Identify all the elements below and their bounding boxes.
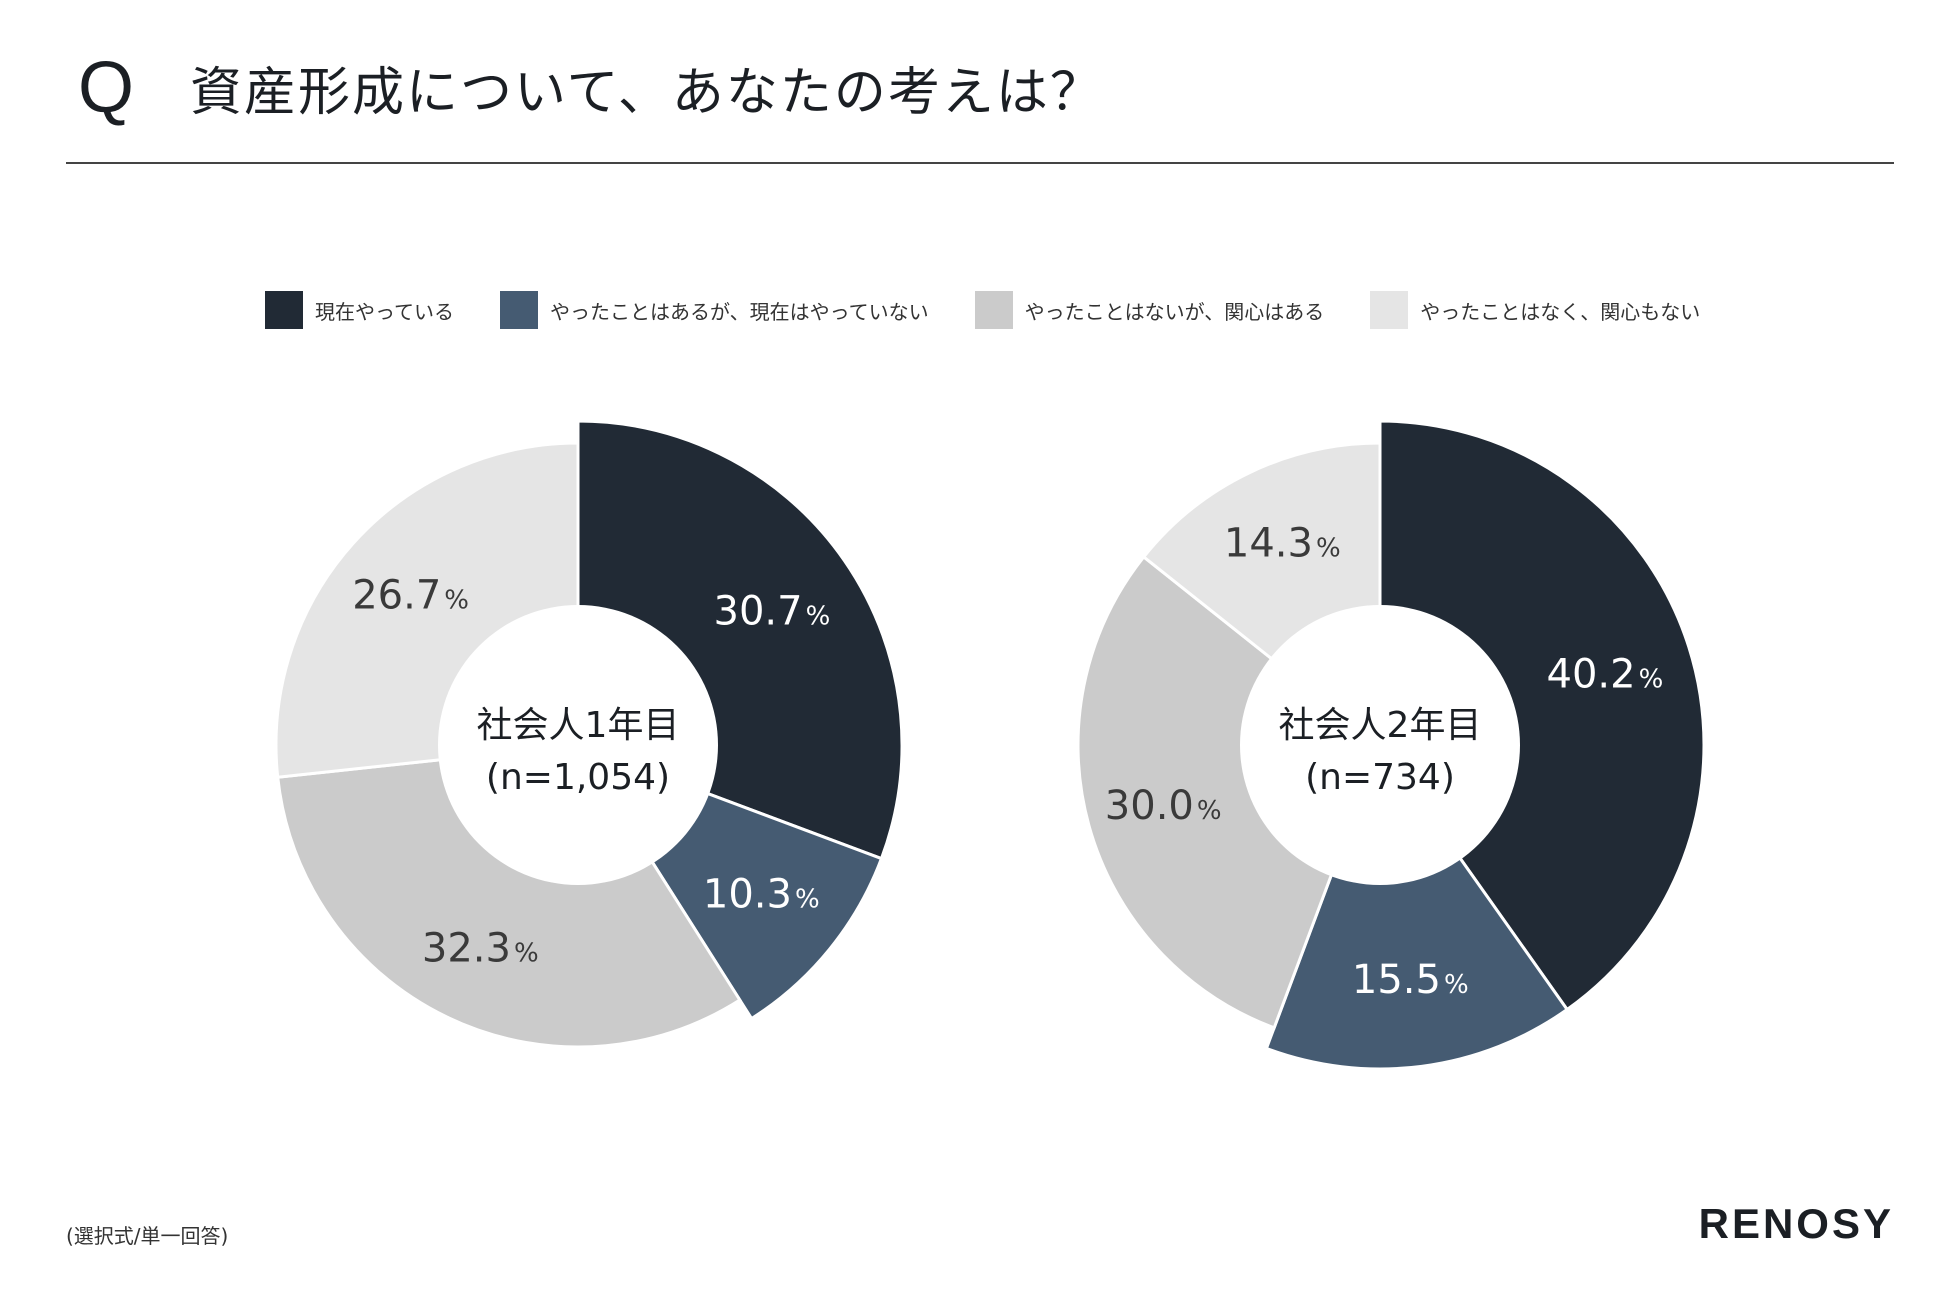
legend-item-not-interested: やったことはなく、関心もない <box>1370 291 1700 329</box>
legend-swatch <box>1370 291 1409 329</box>
chart2-slice-doing <box>1378 419 1706 1012</box>
chart1-label-interested: 32.3% <box>422 926 539 972</box>
chart1-center-hole <box>438 605 718 885</box>
legend-swatch <box>974 291 1013 329</box>
title-divider <box>66 162 1894 164</box>
chart1-center-label-2: (n=1,054) <box>486 757 670 798</box>
chart2-center-label-1: 社会人2年目 <box>1279 705 1482 746</box>
legend-label: やったことはないが、関心はある <box>1024 299 1325 324</box>
chart2-center-hole <box>1240 605 1520 885</box>
legend-swatch <box>265 291 303 329</box>
chart2-label-doing: 40.2% <box>1547 652 1664 698</box>
legend-item-interested: やったことはないが、関心はある <box>974 291 1325 329</box>
chart1-label-doing: 30.7% <box>714 589 831 635</box>
page-title: 資産形成について、あなたの考えは？ <box>190 63 1104 123</box>
chart2-slice-interested <box>1076 554 1382 1030</box>
chart1-center-label-1: 社会人1年目 <box>477 705 680 746</box>
chart1-label-not-interested: 26.7% <box>352 573 469 619</box>
chart-legend: 現在やっている やったことはあるが、現在はやっていない やったことはないが、関心… <box>265 290 1746 330</box>
legend-item-did-before: やったことはあるが、現在はやっていない <box>500 291 929 329</box>
chart2-label-not-interested: 14.3% <box>1224 520 1341 566</box>
legend-label: やったことはなく、関心もない <box>1420 299 1701 324</box>
answer-type-note: (選択式/単一回答) <box>66 1224 229 1248</box>
chart2-center-label-2: (n=734) <box>1305 757 1455 798</box>
legend-label: やったことはあるが、現在はやっていない <box>550 299 929 324</box>
question-mark-label: Q <box>78 48 135 128</box>
chart2-label-did-before: 15.5% <box>1352 957 1469 1003</box>
chart1-label-did-before: 10.3% <box>703 872 820 918</box>
chart2-slice-did-before <box>1264 741 1570 1071</box>
legend-label: 現在やっている <box>315 299 454 324</box>
chart2-label-interested: 30.0% <box>1105 783 1222 829</box>
legend-item-doing: 現在やっている <box>265 291 454 329</box>
legend-swatch <box>500 291 538 329</box>
brand-logo: RENOSY <box>1698 1200 1894 1247</box>
